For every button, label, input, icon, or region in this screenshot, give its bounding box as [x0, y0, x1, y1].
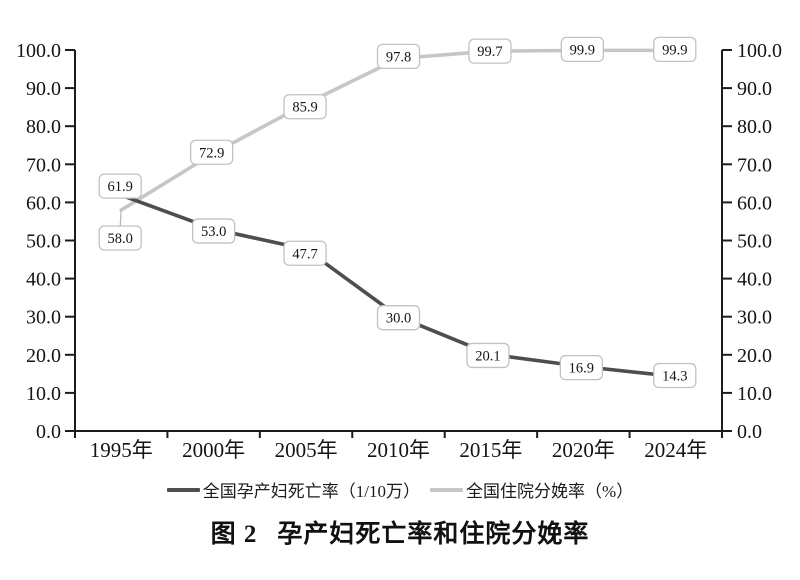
- y-axis-tick-label-right: 80.0: [737, 116, 772, 138]
- x-axis-tick-label: 2000年: [182, 438, 245, 462]
- data-label-value: 85.9: [292, 100, 317, 116]
- y-axis-tick-label-right: 20.0: [737, 345, 772, 367]
- data-label-box: [98, 173, 142, 199]
- y-axis-tick-label-left: 90.0: [26, 78, 61, 100]
- y-axis-tick-label-right: 30.0: [737, 307, 772, 329]
- data-label-box: [189, 139, 234, 165]
- y-axis-tick-label-left: 20.0: [26, 345, 61, 367]
- series-line-hospital-delivery: [119, 48, 678, 212]
- y-axis-tick-label-left: 10.0: [26, 383, 61, 405]
- legend-label-maternal-mortality: 全国孕产妇死亡率（1/10万）: [202, 482, 421, 501]
- caption-number: 图 2: [210, 521, 258, 548]
- data-label-box: [653, 362, 697, 389]
- y-axis-tick-label-right: 60.0: [737, 192, 772, 214]
- chart-legend: 全国孕产妇死亡率（1/10万） 全国住院分娩率（%）: [0, 477, 800, 502]
- data-label-box: [283, 240, 327, 266]
- line-chart-canvas: 0.0 0.0 10.0 10.0 20.0 20.0 30.0 30.0 40.0 40.0 50…: [16, 36, 782, 462]
- data-label-value: 99.7: [477, 44, 502, 60]
- x-axis-tick-label: 2005年: [275, 438, 338, 462]
- x-axis-tick-label: 1995年: [90, 438, 153, 462]
- y-axis-tick-label-right: 100.0: [737, 40, 782, 62]
- x-axis-tick-label: 2024年: [644, 438, 707, 462]
- data-label-box: [98, 225, 142, 251]
- y-axis-tick-label-right: 90.0: [737, 78, 772, 100]
- y-axis-tick-label-right: 0.0: [737, 421, 762, 443]
- data-label-box: [466, 342, 510, 369]
- y-axis-tick-label-left: 80.0: [26, 116, 61, 138]
- data-label-value: 20.1: [475, 348, 500, 364]
- data-label-box: [560, 36, 605, 63]
- data-label-box: [283, 94, 327, 120]
- x-axis-tick-label: 2020年: [552, 438, 615, 462]
- y-axis-tick-label-left: 50.0: [26, 231, 61, 253]
- legend-label-hospital-delivery: 全国住院分娩率（%）: [466, 482, 634, 501]
- y-axis-tick-label-right: 40.0: [737, 269, 772, 291]
- legend-line-swatch-light: [430, 487, 464, 492]
- data-label-box: [653, 36, 697, 63]
- data-label-value: 16.9: [569, 361, 594, 377]
- data-label-value: 58.0: [108, 231, 133, 247]
- y-axis-tick-label-left: 0.0: [36, 421, 61, 443]
- data-label-box: [191, 218, 236, 244]
- data-label-box: [376, 305, 421, 331]
- y-axis-tick-label-right: 50.0: [737, 231, 772, 253]
- y-axis-tick-label-left: 100.0: [16, 40, 61, 62]
- y-axis-tick-label-left: 70.0: [26, 154, 61, 176]
- data-label-value: 99.9: [570, 42, 595, 58]
- legend-line-swatch-dark: [166, 487, 200, 492]
- data-label-value: 61.9: [108, 179, 133, 195]
- legend-item-maternal-mortality: 全国孕产妇死亡率（1/10万）: [166, 477, 421, 502]
- data-label-box: [559, 354, 604, 381]
- data-label-value: 99.9: [662, 42, 687, 58]
- data-label-value: 72.9: [199, 145, 224, 161]
- data-label-value: 30.0: [386, 311, 411, 327]
- data-label-value: 47.7: [292, 246, 317, 262]
- figure-caption: 图 2 孕产妇死亡率和住院分娩率: [0, 514, 800, 550]
- y-axis-tick-label-right: 10.0: [737, 383, 772, 405]
- data-label-box: [376, 43, 421, 70]
- x-axis-tick-label: 2015年: [459, 438, 522, 462]
- data-label-value: 53.0: [201, 224, 226, 240]
- y-axis-tick-label-left: 60.0: [26, 192, 61, 214]
- data-label-value: 97.8: [386, 49, 411, 65]
- data-label-value: 14.3: [662, 369, 687, 385]
- y-axis-tick-label-left: 40.0: [26, 269, 61, 291]
- x-axis-tick-label: 2010年: [367, 438, 430, 462]
- y-axis-tick-label-right: 70.0: [737, 154, 772, 176]
- y-axis-tick-label-left: 30.0: [26, 307, 61, 329]
- data-label-box: [468, 38, 512, 64]
- data-label-leader-line: [119, 209, 122, 227]
- caption-title: 孕产妇死亡率和住院分娩率: [277, 521, 590, 548]
- legend-item-hospital-delivery: 全国住院分娩率（%）: [430, 477, 633, 502]
